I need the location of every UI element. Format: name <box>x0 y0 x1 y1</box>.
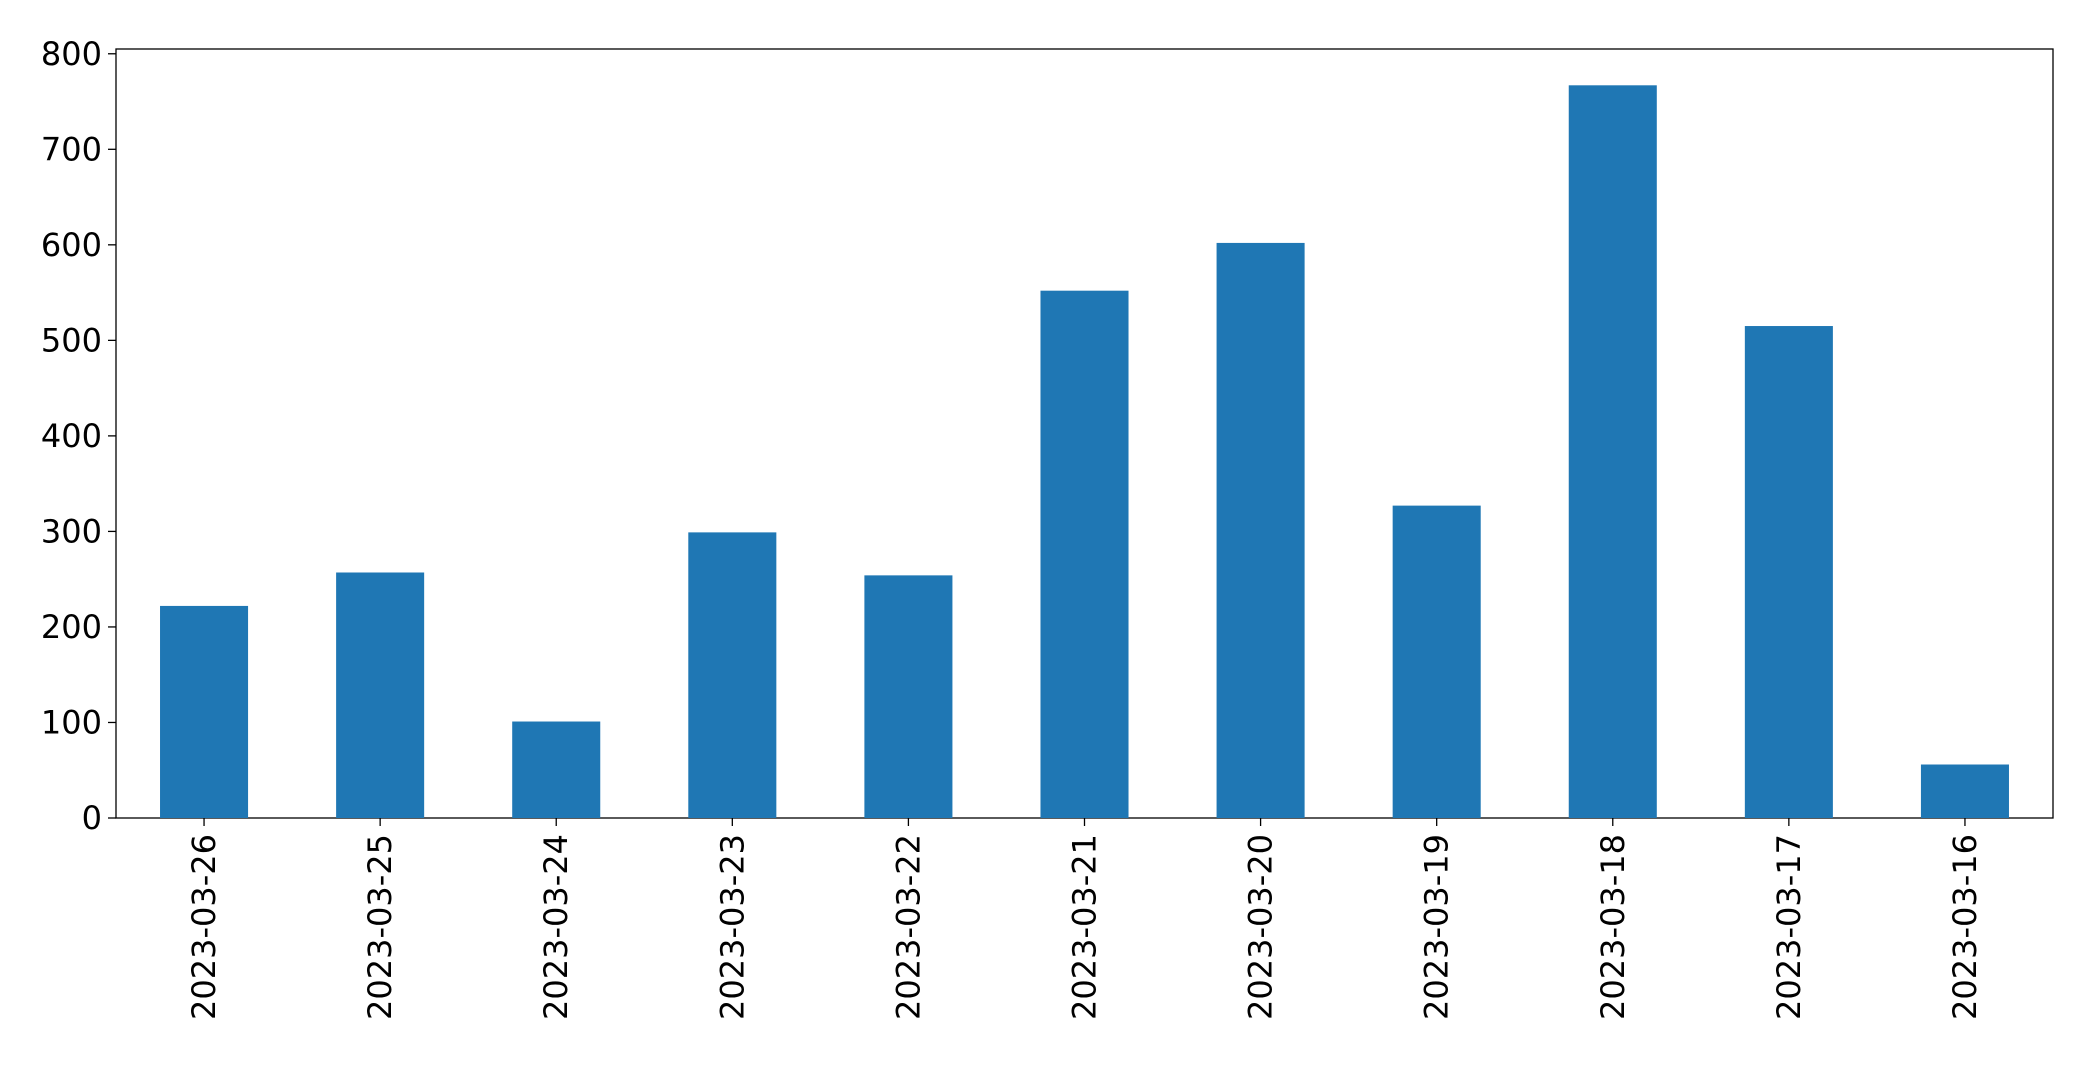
x-tick-label: 2023-03-18 <box>1594 834 1632 1020</box>
bar <box>336 572 425 818</box>
y-tick-label: 0 <box>82 799 102 837</box>
bar <box>1216 242 1305 818</box>
y-tick-label: 200 <box>41 608 102 646</box>
x-tick-label: 2023-03-16 <box>1946 834 1984 1020</box>
y-tick-label: 400 <box>41 417 102 455</box>
bar <box>1744 326 1833 818</box>
x-tick-label: 2023-03-19 <box>1418 834 1456 1020</box>
bar <box>1568 85 1657 819</box>
x-tick-label: 2023-03-24 <box>537 834 575 1020</box>
x-tick-label: 2023-03-26 <box>185 834 223 1020</box>
y-tick-label: 300 <box>41 512 102 550</box>
bar <box>688 532 777 818</box>
x-tick-label: 2023-03-23 <box>713 834 751 1020</box>
y-tick-label: 500 <box>41 321 102 359</box>
y-tick-label: 800 <box>41 35 102 73</box>
bar <box>160 605 249 818</box>
bar <box>864 575 953 818</box>
x-tick-label: 2023-03-20 <box>1242 834 1280 1020</box>
y-tick-label: 700 <box>41 130 102 168</box>
bar <box>512 721 601 818</box>
x-tick-label: 2023-03-22 <box>889 834 927 1020</box>
bar <box>1920 764 2009 818</box>
bar <box>1392 505 1481 818</box>
y-tick-label: 100 <box>41 703 102 741</box>
x-tick-label: 2023-03-21 <box>1066 834 1104 1020</box>
x-tick-label: 2023-03-25 <box>361 834 399 1020</box>
y-tick-label: 600 <box>41 226 102 264</box>
bar <box>1040 290 1129 819</box>
x-tick-label: 2023-03-17 <box>1770 834 1808 1020</box>
